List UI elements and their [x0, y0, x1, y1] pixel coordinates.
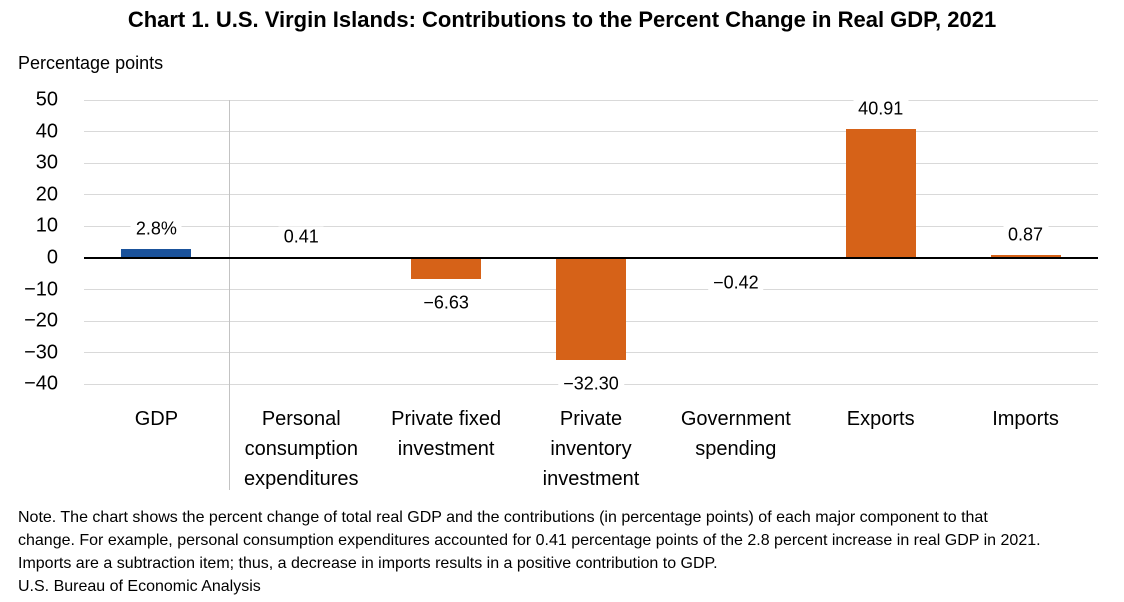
y-tick-label-0: 0 — [46, 246, 58, 269]
note-text: Note. The chart shows the percent change… — [18, 509, 1041, 572]
category-label-government-spending: Government spending — [680, 408, 791, 460]
bar-exports — [845, 128, 916, 258]
value-label-exports: 40.91 — [853, 98, 909, 120]
y-tick-label-10: 10 — [35, 214, 58, 237]
value-label-personal-consumption-expenditures: 0.41 — [278, 226, 324, 248]
source-text: U.S. Bureau of Economic Analysis — [18, 578, 261, 595]
gridline-50 — [84, 99, 1098, 101]
category-label-exports: Exports — [846, 408, 915, 430]
chart-title: Chart 1. U.S. Virgin Islands: Contributi… — [127, 7, 997, 32]
bar-private-fixed-investment — [411, 258, 482, 279]
y-tick-label--10: −10 — [24, 278, 58, 301]
value-label-imports: 0.87 — [1003, 224, 1049, 246]
value-label-private-fixed-investment: −6.63 — [418, 292, 474, 314]
category-label-gdp: GDP — [134, 408, 179, 430]
value-label-private-inventory-investment: −32.30 — [558, 373, 624, 395]
y-tick-label--40: −40 — [24, 372, 58, 395]
zero-axis-line — [84, 257, 1098, 259]
bar-private-inventory-investment — [556, 258, 626, 361]
gridline-30 — [84, 162, 1098, 164]
y-tick-label-20: 20 — [35, 183, 58, 206]
gridline-10 — [84, 225, 1098, 227]
y-tick-label--20: −20 — [24, 309, 58, 332]
category-label-personal-consumption-expenditures: Personal consumption expenditures — [244, 408, 359, 490]
y-tick-label-40: 40 — [35, 120, 58, 143]
y-tick-label-50: 50 — [35, 88, 58, 111]
gridline-20 — [84, 194, 1098, 196]
category-label-private-fixed-investment: Private fixed investment — [391, 408, 502, 460]
value-label-government-spending: −0.42 — [708, 272, 764, 294]
gridline-40 — [84, 131, 1098, 133]
bar-imports — [990, 255, 1061, 258]
category-label-imports: Imports — [992, 408, 1059, 430]
y-tick-label-30: 30 — [35, 151, 58, 174]
value-label-gdp: 2.8% — [130, 218, 182, 240]
bar-gdp — [121, 249, 192, 258]
y-axis-unit-label: Percentage points — [18, 53, 164, 73]
category-label-private-inventory-investment: Private inventory investment — [542, 408, 640, 490]
category-divider-line — [228, 100, 230, 490]
y-tick-label--30: −30 — [24, 341, 58, 364]
